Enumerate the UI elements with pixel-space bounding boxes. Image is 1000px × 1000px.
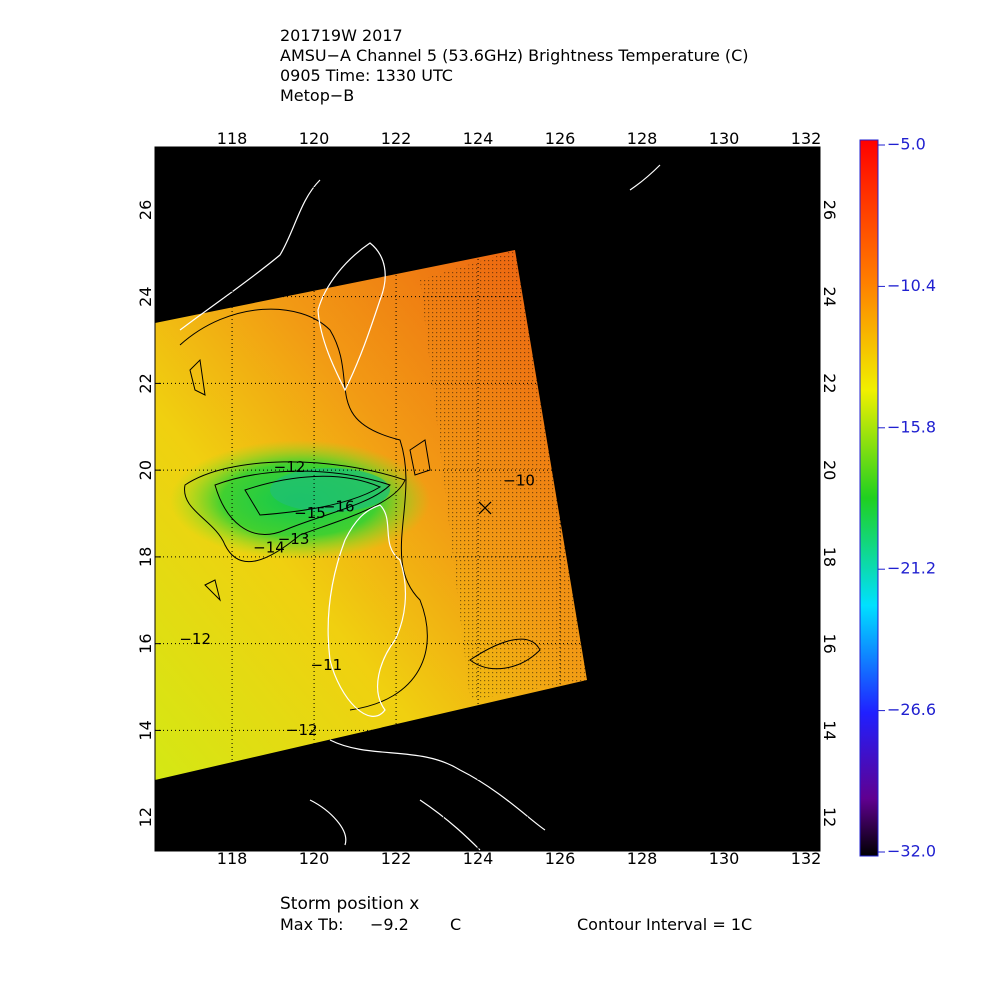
contour-label: −10 — [503, 471, 535, 489]
x-tick-label-bottom: 128 — [627, 849, 658, 868]
contour-label: −13 — [278, 530, 310, 548]
contour-interval: Contour Interval = 1C — [577, 915, 752, 934]
contour-label: −12 — [274, 458, 306, 476]
colorbar: −5.0 −10.4 −15.8 −21.2 −26.6 −32.0 — [859, 135, 936, 861]
x-tick-label-top: 120 — [299, 129, 330, 148]
x-tick-label-bottom: 122 — [381, 849, 412, 868]
x-tick-label-bottom: 124 — [463, 849, 494, 868]
max-tb-value: −9.2 — [370, 915, 409, 934]
x-tick-label-bottom: 132 — [791, 849, 822, 868]
x-tick-label-bottom: 130 — [709, 849, 740, 868]
max-tb-label: Max Tb: — [280, 915, 343, 934]
contours — [179, 308, 541, 711]
header-line: 201719W 2017 — [280, 26, 403, 45]
header: 201719W 2017 AMSU−A Channel 5 (53.6GHz) … — [280, 26, 749, 105]
y-tick-label-left: 26 — [136, 200, 155, 220]
y-tick-label-right: 18 — [820, 547, 839, 567]
y-tick-label-left: 14 — [136, 720, 155, 740]
x-tick-label-top: 122 — [381, 129, 412, 148]
contour-label: −14 — [253, 539, 285, 557]
colorbar-tick-label: −21.2 — [887, 559, 936, 578]
y-tick-label-right: 12 — [820, 807, 839, 827]
y-tick-label-right: 26 — [820, 200, 839, 220]
y-tick-label-right: 14 — [820, 720, 839, 740]
cold-core — [270, 468, 390, 512]
y-tick-label-right: 22 — [820, 373, 839, 393]
storm-position-label: Storm position x — [280, 894, 419, 914]
x-tick-label-top: 124 — [463, 129, 494, 148]
contour-label: −11 — [311, 656, 343, 674]
colorbar-tick-label: −32.0 — [887, 842, 936, 861]
colorbar-tick-label: −5.0 — [887, 135, 926, 154]
y-tick-label-right: 20 — [820, 460, 839, 480]
coastlines — [179, 164, 661, 851]
y-tick-label-left: 24 — [136, 286, 155, 306]
colorbar-scale — [859, 139, 879, 857]
swath-edge — [420, 250, 587, 700]
contour-label: −15 — [294, 504, 326, 522]
storm-position — [478, 501, 492, 515]
header-line: Metop−B — [280, 86, 354, 105]
map — [155, 147, 820, 851]
header-line: AMSU−A Channel 5 (53.6GHz) Brightness Te… — [280, 46, 749, 65]
y-tick-label-right: 16 — [820, 633, 839, 653]
y-tick-label-left: 12 — [136, 807, 155, 827]
map-labels: 118 118 120 120 122 122 124 124 126 126 128 128 130 1… — [136, 129, 839, 868]
contour-label: −12 — [286, 721, 318, 739]
footer: Storm position x Max Tb: −9.2 C Contour … — [280, 894, 752, 934]
y-tick-label-left: 16 — [136, 633, 155, 653]
x-tick-label-top: 118 — [217, 129, 248, 148]
x-tick-label-bottom: 120 — [299, 849, 330, 868]
grid — [155, 147, 820, 851]
y-tick-label-left: 18 — [136, 547, 155, 567]
header-line: 0905 Time: 1330 UTC — [280, 66, 453, 85]
x-tick-label-bottom: 126 — [545, 849, 576, 868]
colorbar-tick-label: −15.8 — [887, 417, 936, 436]
x-tick-label-top: 128 — [627, 129, 658, 148]
y-tick-label-right: 24 — [820, 286, 839, 306]
colorbar-tick-label: −26.6 — [887, 700, 936, 719]
y-tick-label-left: 20 — [136, 460, 155, 480]
x-tick-label-top: 130 — [709, 129, 740, 148]
y-tick-label-left: 22 — [136, 373, 155, 393]
contour-label: −12 — [179, 630, 211, 648]
map-frame — [154, 146, 821, 852]
colorbar-tick-label: −10.4 — [887, 276, 936, 295]
max-tb-unit: C — [450, 915, 461, 934]
contour-label: −16 — [323, 498, 355, 516]
x-tick-label-top: 126 — [545, 129, 576, 148]
x-tick-label-bottom: 118 — [217, 849, 248, 868]
x-tick-label-top: 132 — [791, 129, 822, 148]
